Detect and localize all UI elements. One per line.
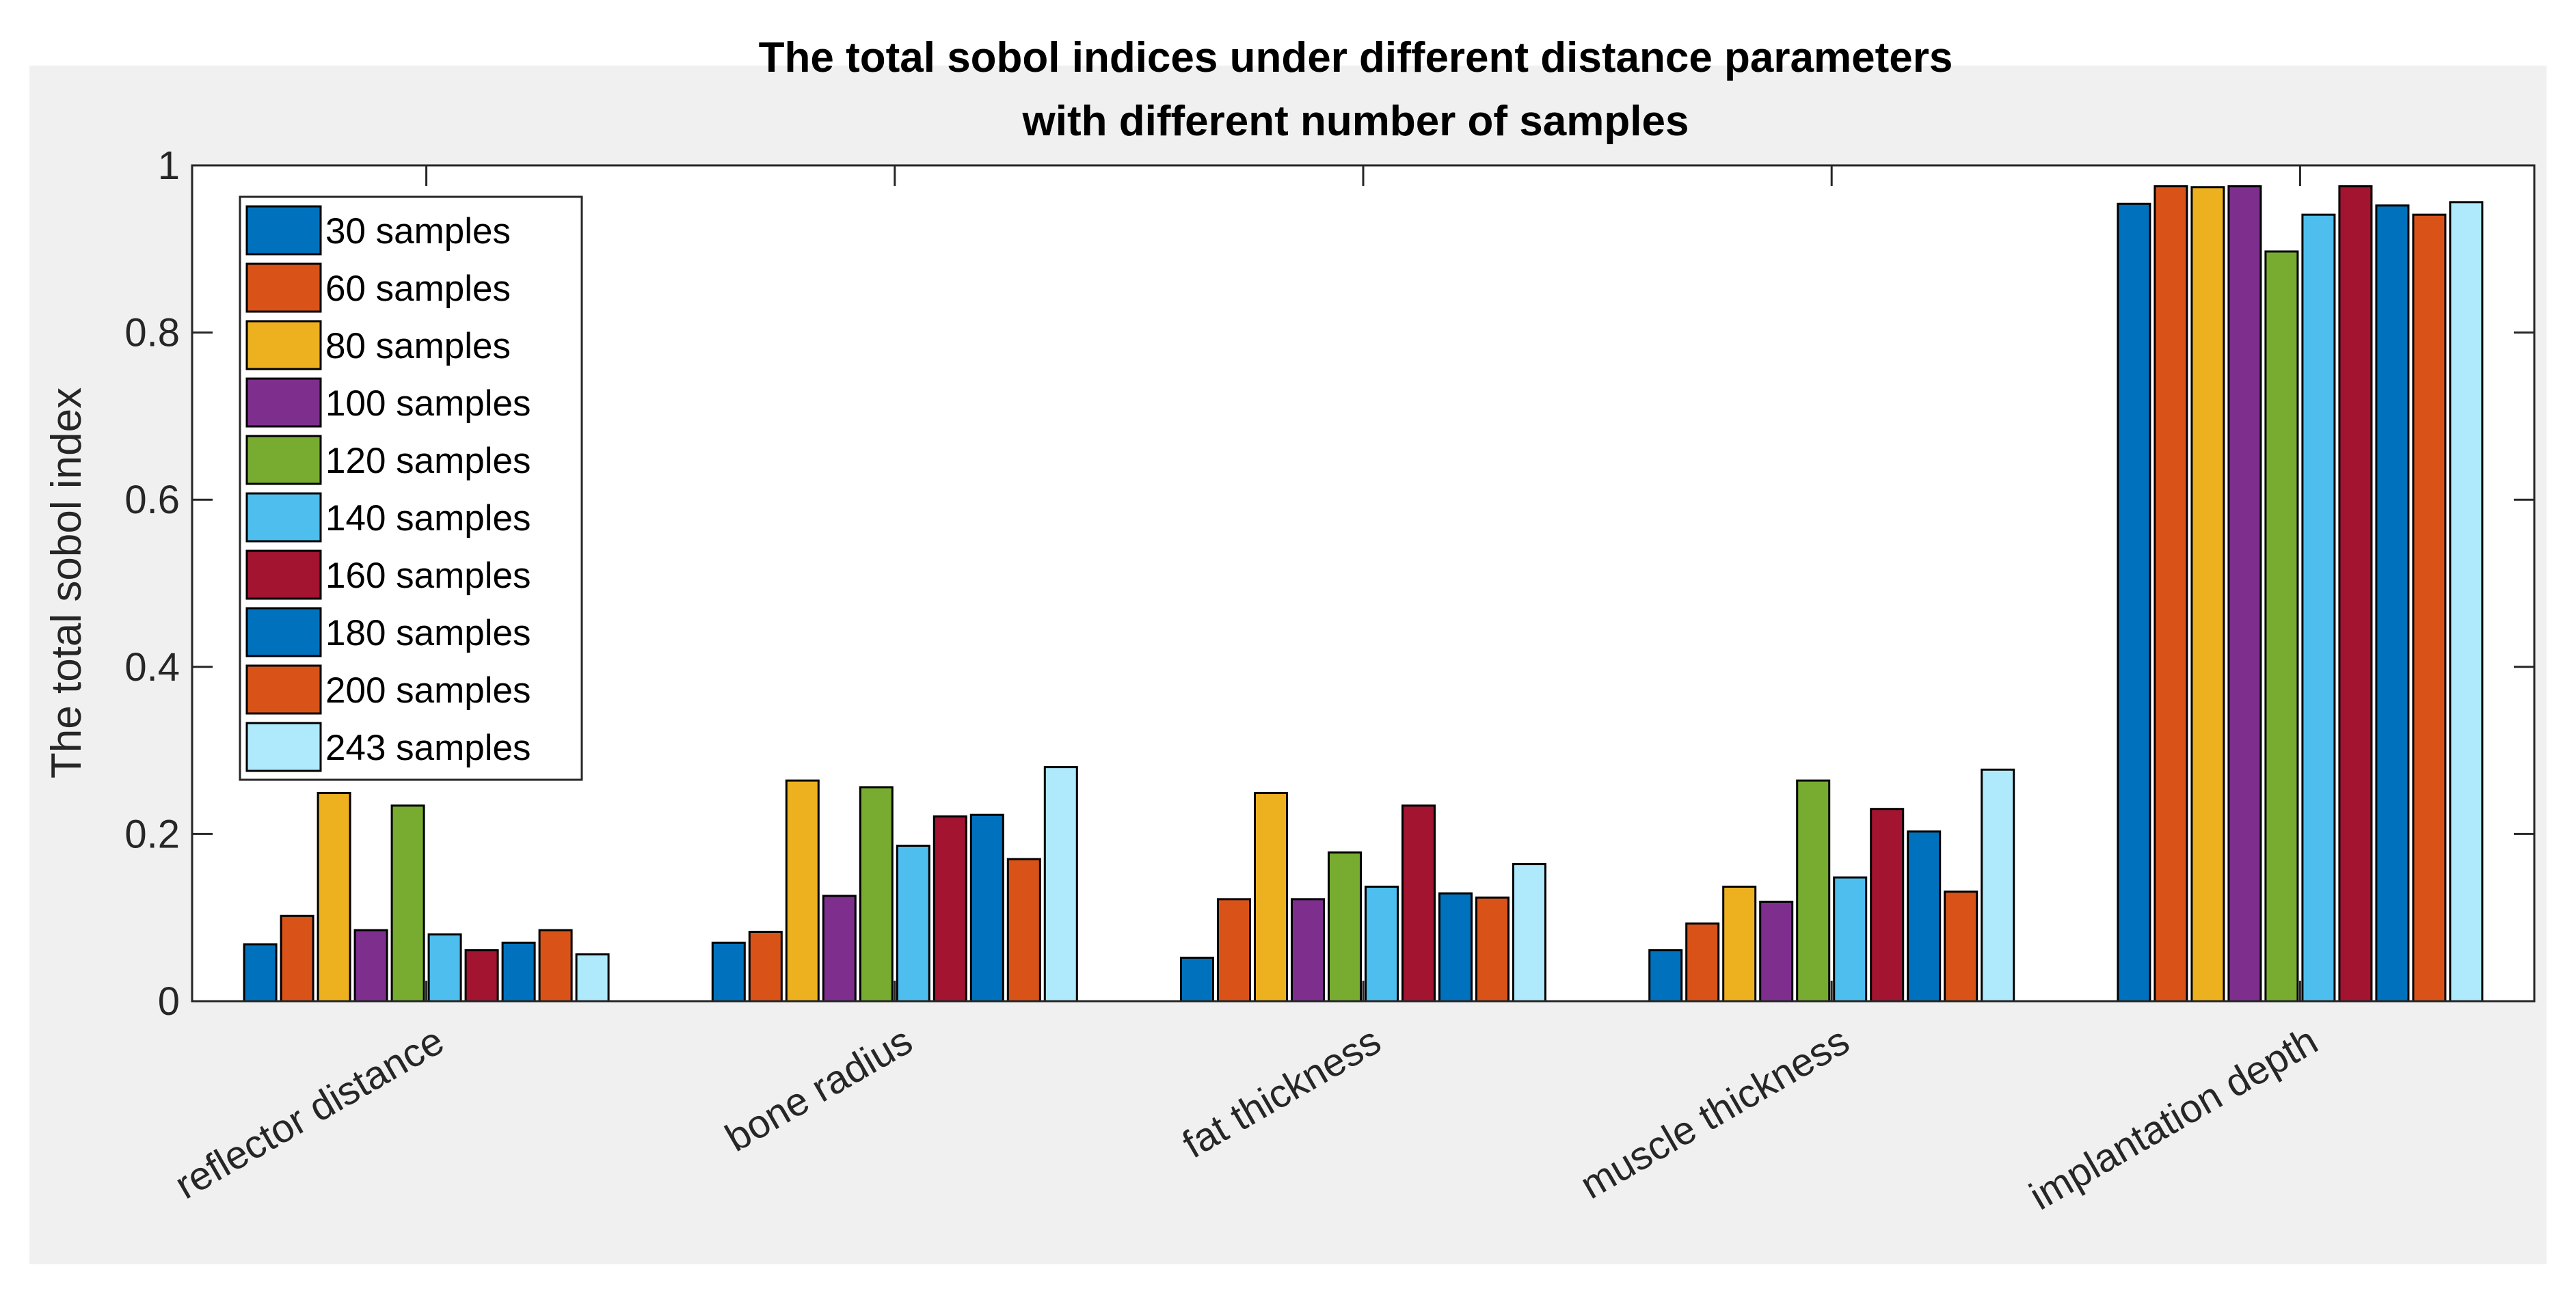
bar [2375, 204, 2410, 1003]
legend-label: 160 samples [325, 556, 531, 596]
bar [859, 786, 894, 1003]
bar [1043, 766, 1078, 1003]
bar [501, 941, 536, 1003]
legend-label: 180 samples [325, 613, 531, 653]
x-tick-label: fat thickness [1175, 1018, 1388, 1167]
bar [748, 930, 783, 1003]
legend-label: 60 samples [325, 269, 511, 309]
bar [464, 949, 499, 1003]
bar [933, 815, 967, 1003]
bar [1438, 892, 1473, 1003]
x-tick-label: implantation depth [2022, 1018, 2325, 1219]
bar [1796, 779, 1831, 1003]
legend-label: 80 samples [325, 326, 511, 366]
bar [1685, 922, 1720, 1003]
bar [785, 779, 820, 1003]
bar [575, 953, 610, 1003]
axes-box [191, 164, 2536, 1003]
bar [1365, 885, 1399, 1003]
legend-label: 243 samples [325, 728, 531, 768]
bar [1981, 768, 2015, 1003]
bar [353, 929, 388, 1003]
bar [2117, 202, 2151, 1003]
y-tick-label: 1 [158, 144, 180, 188]
legend-swatch [245, 435, 322, 485]
bar [2264, 250, 2299, 1003]
bar [822, 895, 857, 1003]
bar [1254, 791, 1288, 1003]
bar [1180, 956, 1214, 1003]
x-tick-label: muscle thickness [1573, 1018, 1857, 1208]
legend-swatch [245, 377, 322, 428]
bar [1870, 808, 1905, 1003]
legend-swatch [245, 320, 322, 370]
bar [427, 933, 462, 1003]
x-tick-label: reflector distance [167, 1018, 451, 1208]
chart-title-line-2: with different number of samples [1022, 98, 1689, 145]
legend-swatch [245, 549, 322, 600]
x-tick-label: bone radius [718, 1018, 920, 1160]
bar [2412, 213, 2447, 1003]
bar [2449, 201, 2484, 1003]
legend-label: 30 samples [325, 211, 511, 251]
bar [711, 941, 746, 1003]
bar [1475, 896, 1510, 1003]
bar [1648, 949, 1683, 1003]
y-axis-label: The total sobol index [43, 387, 90, 778]
bar [1512, 862, 1546, 1003]
bar [2338, 185, 2373, 1003]
bar [1722, 885, 1757, 1003]
legend-swatch [245, 205, 322, 256]
chart-title-line-1: The total sobol indices under different … [759, 34, 1953, 81]
legend-swatch [245, 722, 322, 772]
bar [1833, 876, 1868, 1003]
y-tick-label: 0.6 [124, 478, 180, 522]
bar [538, 929, 573, 1003]
bar [1944, 890, 1978, 1003]
legend: 30 samples 60 samples 80 samples 100 sample… [239, 195, 583, 781]
y-tick-label: 0.2 [124, 812, 180, 856]
legend-swatch [245, 492, 322, 543]
legend-swatch [245, 607, 322, 657]
bar [243, 943, 278, 1003]
legend-swatch [245, 262, 322, 313]
bar [317, 791, 351, 1003]
y-tick-label: 0.4 [124, 645, 180, 690]
bar [896, 845, 930, 1003]
legend-label: 140 samples [325, 498, 531, 539]
legend-swatch [245, 664, 322, 715]
bar [2190, 186, 2225, 1003]
bar [2227, 185, 2262, 1003]
bar [1006, 858, 1041, 1003]
bar [2154, 185, 2188, 1003]
bar [1907, 830, 1942, 1003]
bar [969, 813, 1004, 1003]
legend-label: 200 samples [325, 670, 531, 711]
bar [1328, 851, 1362, 1003]
bar [1291, 898, 1325, 1003]
bar [280, 914, 314, 1003]
bar [2301, 213, 2336, 1003]
bar [1217, 898, 1251, 1003]
bar [1401, 804, 1436, 1003]
legend-label: 120 samples [325, 441, 531, 481]
y-tick-label: 0 [158, 979, 180, 1024]
legend-label: 100 samples [325, 383, 531, 424]
y-tick-label: 0.8 [124, 311, 180, 355]
bar [1759, 900, 1794, 1003]
bar [390, 804, 425, 1003]
